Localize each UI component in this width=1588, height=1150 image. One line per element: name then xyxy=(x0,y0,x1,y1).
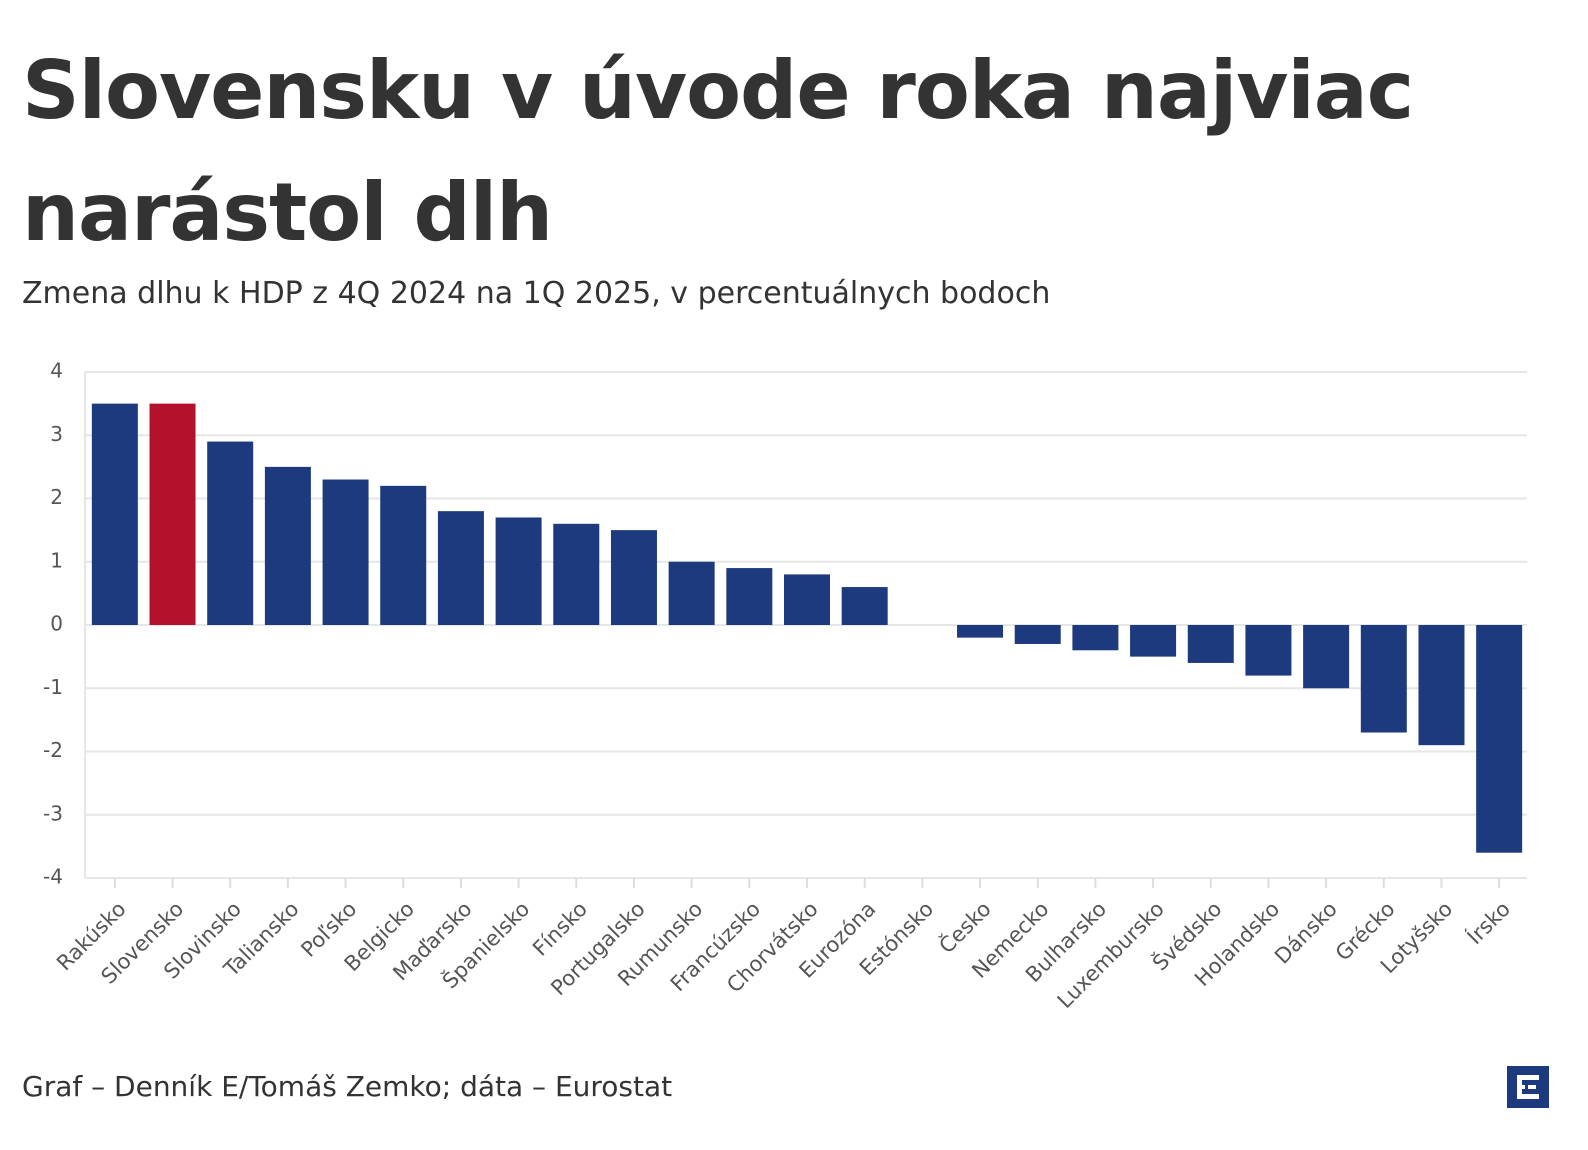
y-tick-label: -4 xyxy=(43,865,63,889)
bar xyxy=(1476,625,1523,853)
y-tick-label: 0 xyxy=(50,612,63,636)
bar xyxy=(264,466,311,625)
bar xyxy=(841,587,888,625)
chart-subtitle: Zmena dlhu k HDP z 4Q 2024 na 1Q 2025, v… xyxy=(22,276,1051,311)
chart: -4-3-2-101234RakúskoSlovenskoSlovinskoTa… xyxy=(43,359,1527,1013)
x-tick-label: Írsko xyxy=(1462,896,1515,949)
bar xyxy=(437,511,484,625)
bar xyxy=(322,479,369,625)
y-tick-label: -1 xyxy=(43,675,63,699)
bar xyxy=(784,574,830,625)
bar xyxy=(1014,625,1061,644)
y-tick-label: 3 xyxy=(50,422,63,446)
y-tick-label: 4 xyxy=(50,359,63,383)
bar xyxy=(1418,625,1465,746)
bar xyxy=(1187,625,1234,663)
bar xyxy=(149,403,196,625)
bar xyxy=(380,485,427,625)
bar xyxy=(1303,625,1350,689)
y-tick-label: 2 xyxy=(50,485,63,509)
bar xyxy=(1360,625,1407,733)
bar xyxy=(1245,625,1292,676)
logo xyxy=(1507,1066,1549,1108)
y-tick-label: 1 xyxy=(50,548,63,572)
bar xyxy=(957,625,1004,638)
bar xyxy=(553,523,600,625)
bar xyxy=(668,561,715,625)
bar xyxy=(1072,625,1119,651)
x-tick-label: Dánsko xyxy=(1270,897,1342,969)
bar xyxy=(726,568,773,625)
chart-title: Slovensku v úvode roka najviac narástol … xyxy=(22,44,1414,259)
y-tick-label: -3 xyxy=(43,801,63,825)
bar xyxy=(91,403,138,625)
bar xyxy=(207,441,254,625)
source-note: Graf – Denník E/Tomáš Zemko; dáta – Euro… xyxy=(22,1070,673,1103)
bar xyxy=(1130,625,1177,657)
bar xyxy=(610,530,657,625)
bar xyxy=(495,517,542,625)
y-tick-label: -2 xyxy=(43,738,63,762)
